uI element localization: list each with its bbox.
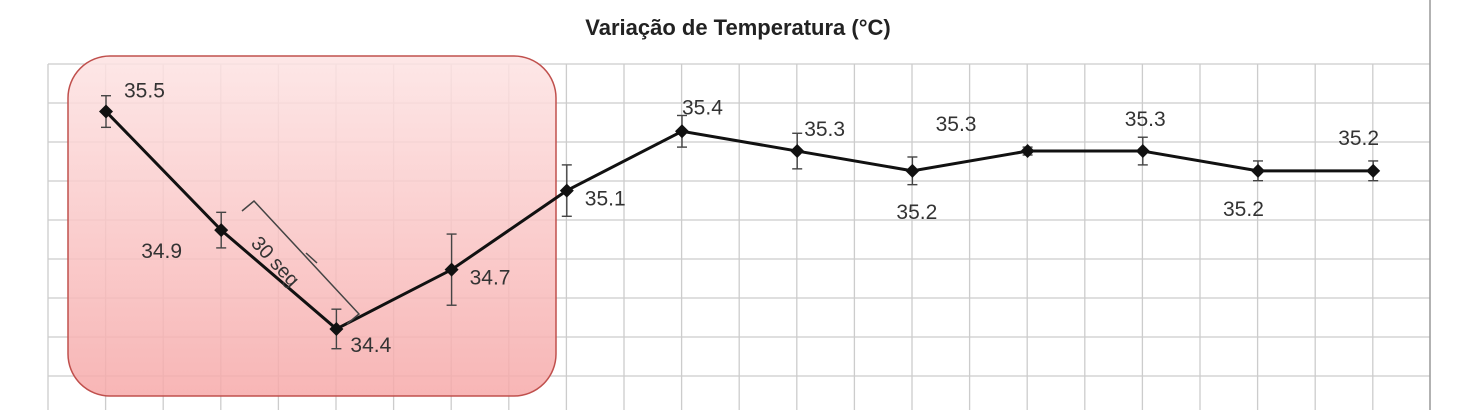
series-line [104, 110, 1374, 331]
data-point [905, 163, 920, 178]
data-point [329, 321, 344, 336]
data-point [790, 144, 805, 159]
data-points [99, 104, 1381, 336]
data-point [1251, 163, 1265, 178]
data-labels: 35.5 34.9 34.4 34.7 35.1 35.4 35.3 35.2 35.3 35.3… [124, 80, 1379, 357]
highlight-region [67, 55, 557, 397]
data-label: 35.3 [804, 118, 845, 141]
data-label: 35.5 [124, 80, 165, 103]
chart-title: Variação de Temperatura (°C) [585, 15, 891, 40]
data-label: 34.9 [141, 240, 182, 263]
data-point [675, 124, 689, 139]
data-label: 35.2 [896, 201, 937, 224]
data-label: 35.2 [1338, 127, 1379, 150]
data-point [99, 104, 113, 119]
data-label: 35.1 [585, 188, 626, 211]
data-point [1020, 144, 1035, 159]
data-point [1366, 163, 1381, 178]
data-point [1135, 144, 1150, 159]
data-label: 35.2 [1223, 198, 1264, 221]
data-label: 34.4 [350, 334, 391, 357]
data-label: 35.3 [936, 113, 977, 136]
data-point [214, 223, 229, 238]
data-label: 35.4 [682, 96, 723, 119]
data-point [444, 262, 459, 277]
data-label: 35.3 [1125, 108, 1166, 131]
data-point [559, 183, 574, 198]
interval-bracket [241, 199, 361, 325]
data-label: 34.7 [470, 267, 511, 290]
